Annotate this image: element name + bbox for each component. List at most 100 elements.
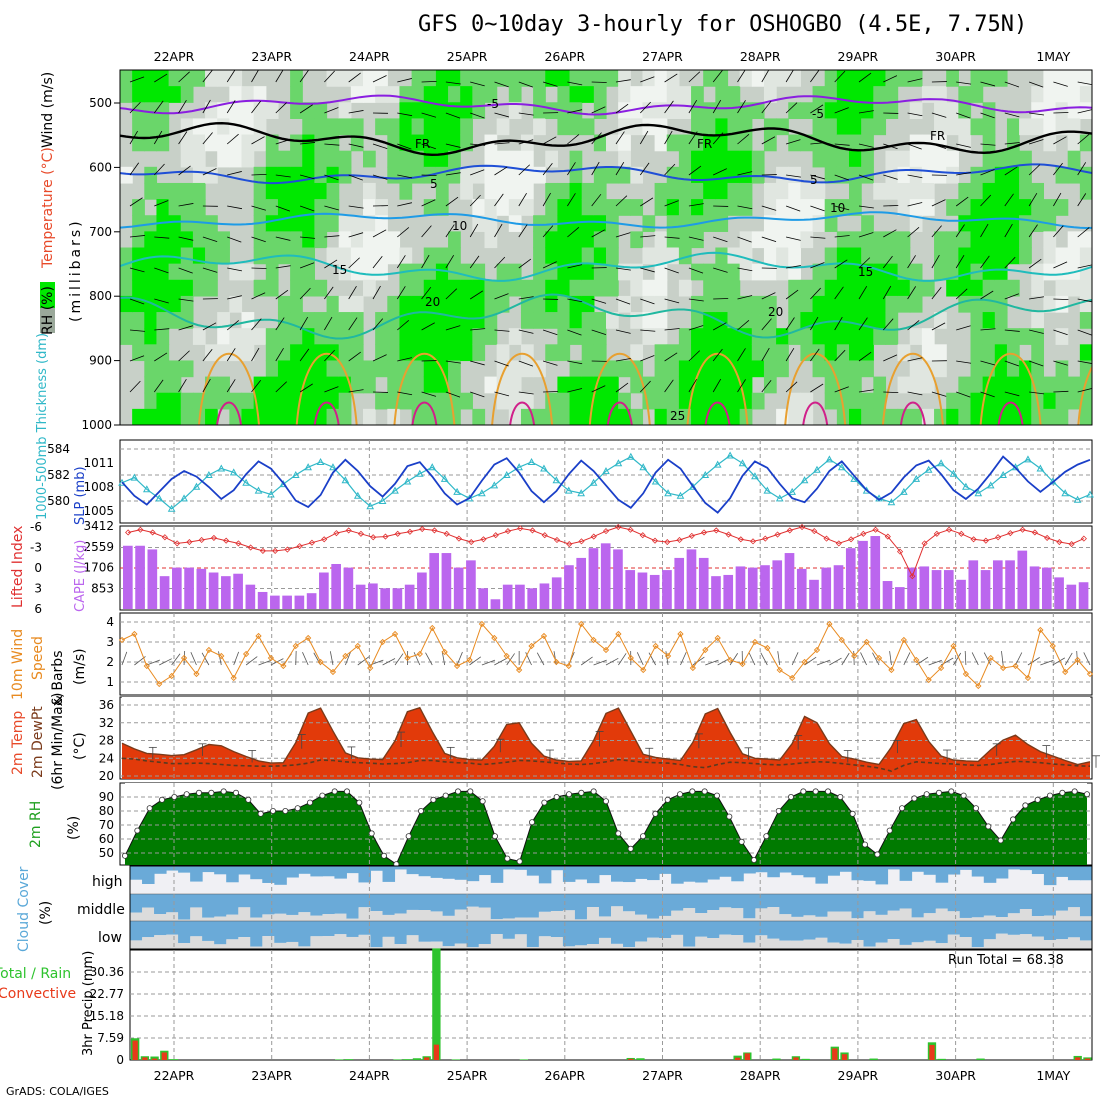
rh-cell xyxy=(897,376,911,394)
wind-barb xyxy=(640,235,656,238)
rh-cell xyxy=(253,408,267,425)
rh-cell xyxy=(630,376,644,394)
rh-point xyxy=(812,788,819,795)
rh-cell xyxy=(144,312,158,329)
rh-cell xyxy=(618,134,631,152)
wind-barb xyxy=(737,134,750,145)
rh-ylabel-unit: (%) xyxy=(66,816,82,840)
rh-cell xyxy=(1006,344,1020,362)
rh-cell xyxy=(205,392,218,410)
rh-cell xyxy=(836,247,850,265)
rh-cell xyxy=(448,150,461,168)
wind-speed-point xyxy=(875,654,883,662)
rh-cell xyxy=(593,86,607,103)
rh-cell xyxy=(630,86,644,103)
wind-barb xyxy=(907,286,917,300)
wind-barb xyxy=(154,298,169,304)
cloud-gap xyxy=(574,945,588,949)
cape-bar xyxy=(894,587,905,609)
wind-barb-10m xyxy=(777,651,781,666)
wind-barb-10m xyxy=(413,652,421,666)
rh-cell xyxy=(836,312,850,329)
rh-cell xyxy=(763,199,777,216)
cloud-cell xyxy=(334,894,347,914)
rh-cell xyxy=(168,199,182,216)
rh-cell xyxy=(496,279,510,297)
rh-cell xyxy=(593,344,607,362)
wind-barb xyxy=(202,236,218,243)
cape-bar xyxy=(809,579,819,609)
rh-cell xyxy=(265,376,279,394)
rh-cell xyxy=(836,231,850,249)
cloud-gap xyxy=(154,935,167,949)
rh-cell xyxy=(423,263,437,281)
wind-speed-point xyxy=(751,638,759,646)
rh-cell xyxy=(484,279,498,297)
rh-cell xyxy=(253,102,267,120)
rh-cell xyxy=(958,86,972,103)
wind-barb xyxy=(129,197,143,207)
rh-cell xyxy=(715,70,729,87)
rh-cell xyxy=(934,360,947,378)
wind-barb xyxy=(202,168,217,176)
rh-cell xyxy=(885,247,899,265)
rh-cell xyxy=(399,279,413,297)
rh-point xyxy=(714,792,721,799)
wind-barb xyxy=(445,196,459,207)
rh-cell xyxy=(314,150,328,168)
slp-line xyxy=(121,455,1091,514)
wind-barb xyxy=(397,112,413,117)
cloud-cell xyxy=(598,921,612,938)
rh-cell xyxy=(496,70,510,87)
rh-cell xyxy=(302,408,315,425)
lifted-index-point xyxy=(946,526,953,533)
rh-point xyxy=(282,808,289,815)
rh-cell xyxy=(217,312,230,329)
rh-cell xyxy=(800,182,814,200)
rh-cell xyxy=(630,279,644,297)
cloud-gap xyxy=(1055,939,1069,949)
rh-cell xyxy=(460,118,473,136)
top-date-label: 25APR xyxy=(447,49,488,64)
rh-cell xyxy=(338,70,352,87)
rh-cell xyxy=(861,312,874,329)
rh-cell xyxy=(958,295,972,313)
wind-speed-point xyxy=(1086,670,1094,678)
cloud-cell xyxy=(142,866,155,884)
precip-conv-bar xyxy=(424,1057,430,1060)
cloud-gap xyxy=(887,939,901,949)
cloud-cell xyxy=(863,921,877,947)
cloud-cell xyxy=(310,894,323,916)
rh-cell xyxy=(812,102,826,120)
rh-cell xyxy=(861,328,874,345)
rh-cell xyxy=(982,312,996,329)
wind-barb xyxy=(1053,192,1062,207)
wind-barb xyxy=(591,385,606,393)
rh-cell xyxy=(277,360,291,378)
wind-barb xyxy=(1053,81,1068,87)
rh-cell xyxy=(739,150,753,168)
cloud-cell xyxy=(550,894,564,911)
rh-cell xyxy=(593,247,607,265)
wind-barb xyxy=(712,378,722,393)
rh-cell xyxy=(994,182,1008,200)
rh-point xyxy=(306,799,313,806)
lifted-index-point xyxy=(860,530,867,537)
wind-barb-10m xyxy=(456,651,463,666)
cape-bar xyxy=(662,570,672,609)
cloud-cell xyxy=(779,866,792,873)
rh-cell xyxy=(484,182,498,200)
lifted-index-point xyxy=(492,532,499,539)
cloud-cell xyxy=(310,921,323,937)
rh-cell xyxy=(508,199,522,216)
cloud-gap xyxy=(586,944,600,949)
wind-barb xyxy=(518,81,534,88)
cloud-cell xyxy=(502,866,516,870)
rh-cell xyxy=(788,295,801,313)
wind-barb xyxy=(858,351,872,362)
rh-cell xyxy=(691,199,704,216)
rh-cell xyxy=(375,215,388,232)
thickness-point xyxy=(1036,464,1045,472)
